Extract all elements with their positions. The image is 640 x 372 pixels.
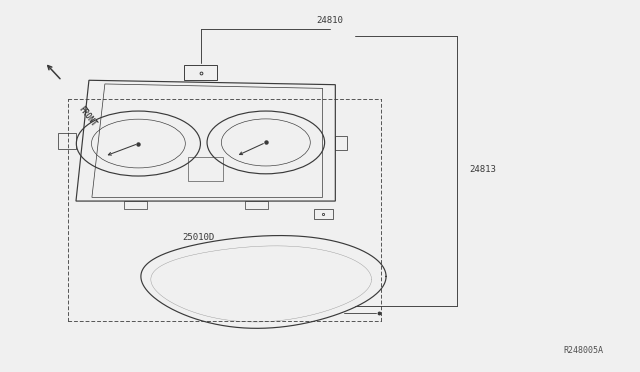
Text: 24813: 24813 xyxy=(470,165,497,174)
Text: 25010D: 25010D xyxy=(182,233,215,242)
Text: 24810: 24810 xyxy=(316,16,343,25)
Text: R248005A: R248005A xyxy=(564,346,604,355)
Text: FRONT: FRONT xyxy=(77,105,98,129)
